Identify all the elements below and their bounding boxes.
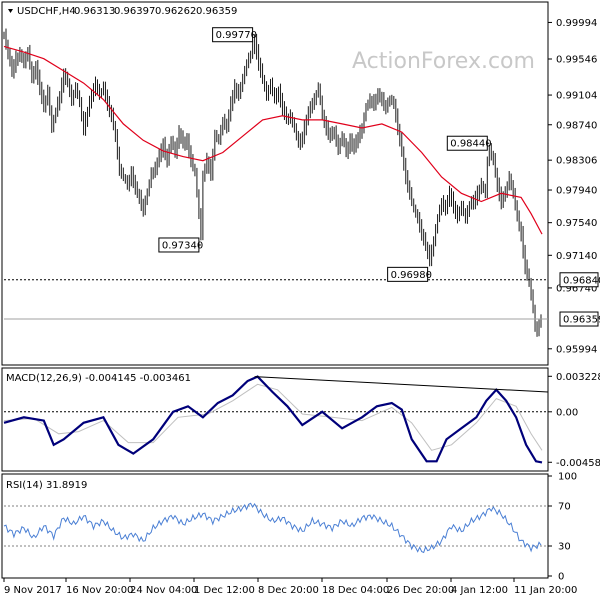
annotation-box <box>387 266 429 282</box>
price-tick-label: 0.99994 <box>556 18 597 29</box>
header-high: 0.96397 <box>114 6 155 17</box>
annotation-label: 0.97340 <box>162 240 203 251</box>
macd-main-line <box>3 375 543 464</box>
x-tick-label: 11 Jan 20:00 <box>514 585 577 596</box>
x-tick-label: 18 Dec 04:00 <box>322 585 389 596</box>
chart-symbol: USDCHF,H4 <box>17 6 76 17</box>
header-low: 0.96262 <box>155 6 196 17</box>
annotation-label: 0.96980 <box>391 270 432 281</box>
price-tick-label: 0.97940 <box>556 186 597 197</box>
x-tick-label: 4 Jan 12:00 <box>451 585 508 596</box>
price-y-axis: 0.99994 0.99546 0.99104 0.98740 0.98306 0.979… <box>548 18 597 355</box>
price-tick-label: 0.99104 <box>556 91 597 102</box>
x-tick-label: 26 Dec 20:00 <box>387 585 454 596</box>
price-tick-label: 0.98306 <box>556 156 597 167</box>
macd-panel <box>1 367 549 472</box>
current-price-badge-box <box>559 311 599 327</box>
price-tick-label: 0.98740 <box>556 120 597 131</box>
macd-signal-line <box>3 383 543 451</box>
header-close: 0.96359 <box>196 6 237 17</box>
watermark: ActionForex.com <box>352 49 535 74</box>
rsi-tick-label: 70 <box>558 502 571 513</box>
rsi-tick-label: 30 <box>558 542 571 553</box>
macd-lines <box>3 375 549 464</box>
macd-y-axis: 0.003228 0.00 -0.004588 <box>548 372 600 469</box>
annotation-label: 0.99770 <box>216 30 257 41</box>
macd-title: MACD(12,26,9) -0.004145 -0.003461 <box>6 373 191 384</box>
rsi-lines <box>3 502 548 554</box>
macd-trendline <box>254 376 549 393</box>
macd-tick-label: 0.00 <box>556 407 578 418</box>
annotation-label: 0.98440 <box>450 139 491 150</box>
x-tick-label: 8 Dec 20:00 <box>258 585 319 596</box>
rsi-title: RSI(14) 31.8919 <box>6 480 87 491</box>
rsi-y-axis: 100 70 30 0 <box>548 472 577 583</box>
current-price-badge: 0.96359 <box>563 315 600 326</box>
macd-tick-label: -0.004588 <box>556 458 600 469</box>
price-panel <box>1 1 549 366</box>
annotation-box <box>212 27 254 43</box>
rsi-tick-label: 100 <box>558 472 577 483</box>
x-tick-label: 24 Nov 04:00 <box>130 585 197 596</box>
x-tick-label: 16 Nov 20:00 <box>66 585 133 596</box>
rsi-panel <box>1 473 549 579</box>
macd-tick-label: 0.003228 <box>556 372 600 383</box>
dropdown-triangle-icon[interactable] <box>8 9 13 13</box>
price-tick-label: 0.97140 <box>556 251 597 262</box>
annotation-box <box>446 135 488 151</box>
header-open: 0.96313 <box>74 6 115 17</box>
x-tick-label: 9 Nov 2017 <box>4 585 62 596</box>
annotation-box <box>158 237 200 253</box>
price-annotations: 0.99770 0.97340 0.96980 0.98440 <box>158 27 492 282</box>
rsi-tick-label: 0 <box>558 572 564 583</box>
rsi-line <box>3 502 542 554</box>
price-tick-label: 0.99546 <box>556 54 597 65</box>
price-tick-label: 0.97540 <box>556 218 597 229</box>
price-tick-label: 0.95994 <box>556 344 597 355</box>
price-tick-label: 0.96740 <box>556 283 597 294</box>
horizontal-level-badge-box <box>559 272 599 288</box>
x-tick-label: 1 Dec 12:00 <box>194 585 255 596</box>
moving-average-line <box>3 45 543 235</box>
price-candles <box>3 28 542 337</box>
